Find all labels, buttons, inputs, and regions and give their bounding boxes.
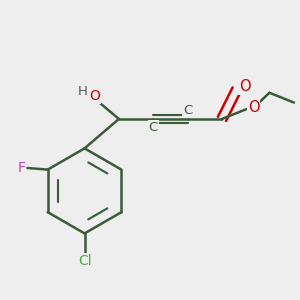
Text: O: O — [248, 100, 260, 115]
Text: C: C — [148, 121, 158, 134]
Text: Cl: Cl — [78, 254, 92, 268]
Text: C: C — [183, 104, 192, 117]
Text: H: H — [78, 85, 88, 98]
Text: O: O — [239, 79, 251, 94]
Text: F: F — [18, 161, 26, 175]
Text: O: O — [89, 89, 100, 103]
